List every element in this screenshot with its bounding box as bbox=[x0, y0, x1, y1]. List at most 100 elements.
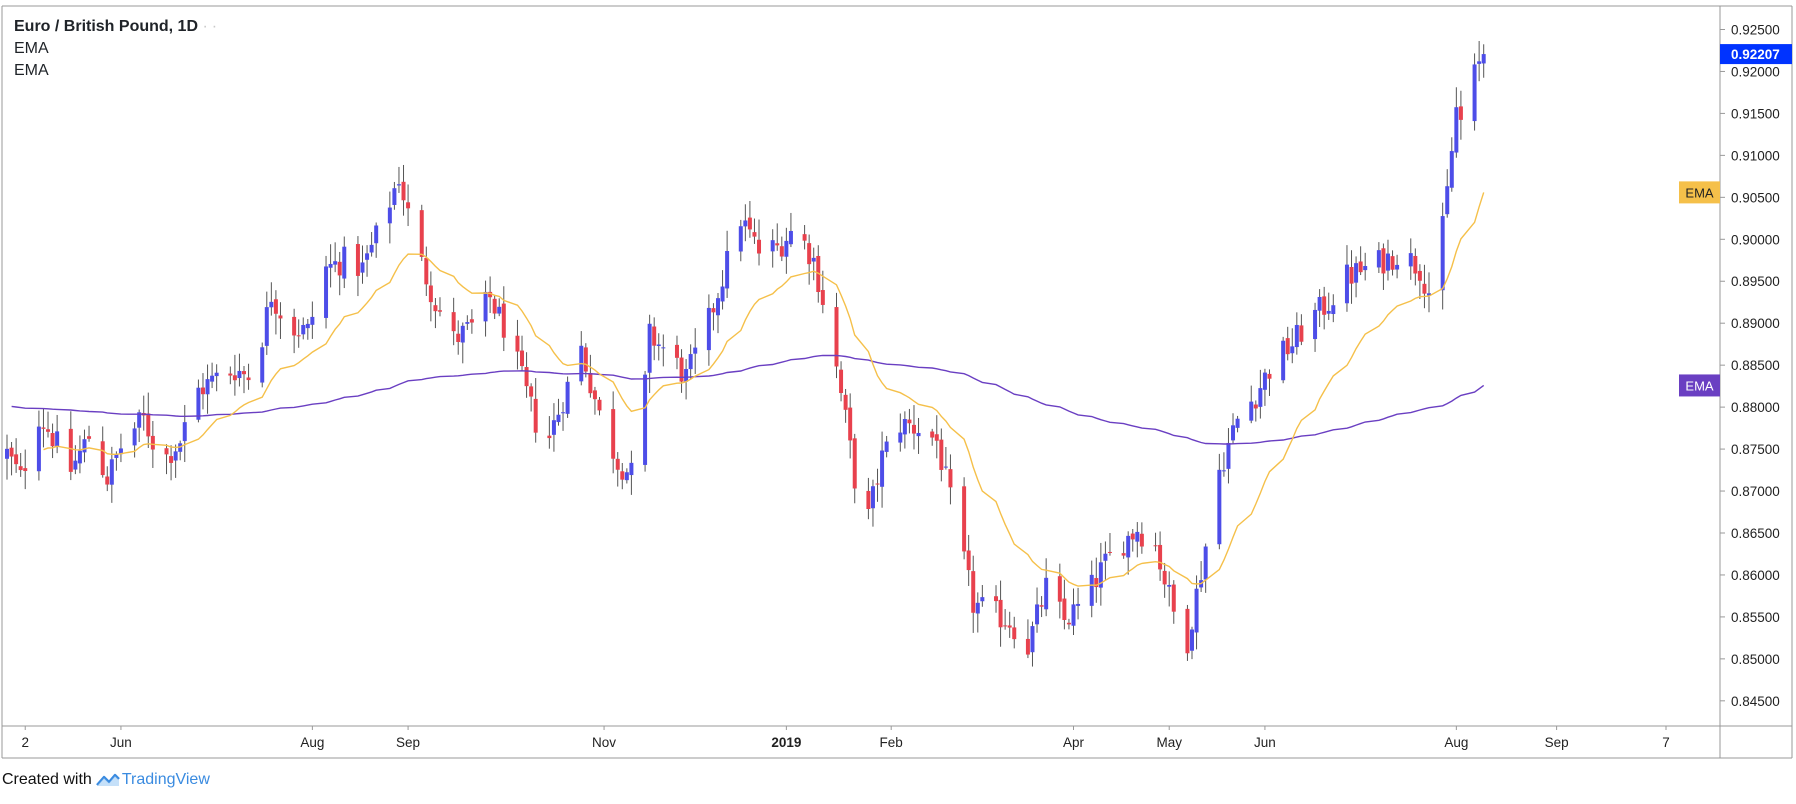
candle-bull bbox=[392, 188, 397, 205]
legend-ema-fast[interactable]: EMA bbox=[14, 40, 49, 57]
candle-bear bbox=[1322, 296, 1327, 315]
candle-bear bbox=[228, 373, 233, 376]
candle-bear bbox=[1094, 578, 1099, 588]
candle-bull bbox=[1262, 372, 1267, 390]
candle-bear bbox=[520, 350, 525, 367]
candle-bull bbox=[1044, 577, 1049, 610]
candle-bear bbox=[337, 261, 342, 276]
candle-bear bbox=[674, 344, 679, 358]
candle-bear bbox=[1267, 373, 1272, 379]
ema-fast-line bbox=[43, 192, 1485, 587]
ema-fast-axis-label: EMA bbox=[1685, 185, 1714, 200]
candle-bear bbox=[711, 308, 716, 313]
candle-bear bbox=[966, 550, 971, 571]
candle-bull bbox=[884, 441, 889, 452]
candle-bear bbox=[501, 303, 506, 338]
tradingview-link[interactable]: TradingView bbox=[95, 771, 210, 789]
candle-bear bbox=[1458, 106, 1463, 120]
candle-bear bbox=[834, 307, 839, 367]
candle-bear bbox=[547, 435, 552, 439]
candle-bull bbox=[1249, 401, 1254, 421]
candle-bear bbox=[515, 335, 520, 352]
candle-bull bbox=[1135, 531, 1140, 542]
candle-bear bbox=[843, 394, 848, 410]
candle-bull bbox=[1376, 250, 1381, 268]
candle-bear bbox=[1012, 627, 1017, 640]
candle-bull bbox=[324, 266, 329, 318]
candle-bear bbox=[994, 596, 999, 602]
candle-bear bbox=[1349, 266, 1354, 284]
candle-bear bbox=[401, 181, 406, 201]
candle-bull bbox=[870, 486, 875, 509]
candle-bull bbox=[396, 184, 401, 186]
candle-bear bbox=[492, 298, 497, 314]
ema-slow-line bbox=[11, 354, 1485, 445]
candle-bear bbox=[406, 202, 411, 209]
candle-bear bbox=[1381, 248, 1386, 274]
candle-bull bbox=[1190, 629, 1194, 651]
candle-bear bbox=[273, 299, 278, 314]
candle-bull bbox=[1326, 310, 1331, 314]
candle-bear bbox=[419, 210, 424, 257]
candle-bear bbox=[1062, 598, 1067, 620]
candle-bull bbox=[269, 301, 274, 308]
last-price-label: 0.92207 bbox=[1731, 47, 1780, 62]
candle-bear bbox=[150, 435, 155, 450]
candle-bull bbox=[1344, 264, 1349, 304]
candle-bear bbox=[1107, 551, 1112, 553]
candle-bull bbox=[788, 230, 793, 245]
candle-bear bbox=[1171, 584, 1176, 612]
x-tick-label: 2 bbox=[21, 735, 29, 750]
candle-bull bbox=[706, 307, 711, 351]
candle-bull bbox=[1354, 263, 1359, 283]
candle-bull bbox=[1076, 603, 1081, 606]
candle-bull bbox=[1126, 535, 1131, 558]
candle-bear bbox=[46, 429, 51, 432]
candle-bull bbox=[1449, 151, 1454, 188]
candle-bull bbox=[210, 375, 215, 382]
candle-bear bbox=[428, 285, 433, 303]
candle-bear bbox=[1158, 544, 1163, 570]
candle-bull bbox=[328, 263, 333, 268]
candle-bull bbox=[811, 257, 816, 262]
candle-bear bbox=[1039, 605, 1044, 607]
symbol-title[interactable]: Euro / British Pound, 1D bbox=[14, 18, 199, 35]
candle-bear bbox=[146, 413, 151, 437]
y-tick-label: 0.89500 bbox=[1731, 274, 1780, 289]
candle-bull bbox=[770, 240, 775, 252]
candle-bear bbox=[1413, 255, 1418, 274]
legend-ema-slow[interactable]: EMA bbox=[14, 62, 49, 79]
candle-bull bbox=[693, 347, 698, 354]
candle-bull bbox=[387, 207, 392, 224]
candle-bear bbox=[18, 466, 23, 471]
candle-bull bbox=[205, 379, 210, 395]
candle-bull bbox=[214, 372, 219, 377]
candle-bull bbox=[647, 323, 652, 373]
candle-bull bbox=[365, 253, 370, 260]
candle-bull bbox=[333, 261, 338, 265]
candle-bear bbox=[488, 291, 493, 298]
candle-bear bbox=[451, 312, 456, 332]
candle-bear bbox=[424, 257, 429, 285]
more-dots-icon[interactable]: ·· bbox=[202, 18, 222, 35]
candle-bull bbox=[1477, 61, 1482, 64]
candle-bear bbox=[802, 234, 807, 241]
candle-bear bbox=[1007, 625, 1012, 628]
candle-bull bbox=[182, 422, 187, 442]
tradingview-brand: TradingView bbox=[121, 771, 210, 788]
candle-bull bbox=[624, 472, 629, 481]
candle-bull bbox=[980, 597, 985, 602]
candle-bear bbox=[679, 357, 684, 382]
candle-bull bbox=[1098, 562, 1103, 588]
candle-bear bbox=[1253, 404, 1258, 409]
candle-bear bbox=[1130, 533, 1135, 540]
candle-bear bbox=[105, 476, 110, 485]
candle-bear bbox=[839, 369, 844, 394]
candle-bear bbox=[529, 386, 534, 397]
y-tick-label: 0.91500 bbox=[1731, 106, 1780, 121]
candle-bull bbox=[374, 225, 379, 244]
candle-bear bbox=[652, 326, 657, 346]
ema-fast-axis-label-bg bbox=[1679, 181, 1720, 204]
